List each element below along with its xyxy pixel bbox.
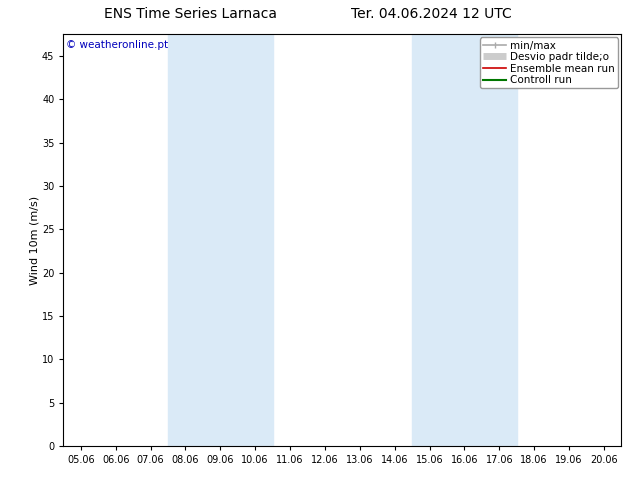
Text: © weatheronline.pt: © weatheronline.pt xyxy=(66,41,168,50)
Text: Ter. 04.06.2024 12 UTC: Ter. 04.06.2024 12 UTC xyxy=(351,7,512,22)
Legend: min/max, Desvio padr tilde;o, Ensemble mean run, Controll run: min/max, Desvio padr tilde;o, Ensemble m… xyxy=(480,37,618,88)
Bar xyxy=(168,34,273,446)
Bar xyxy=(412,34,517,446)
Y-axis label: Wind 10m (m/s): Wind 10m (m/s) xyxy=(29,196,39,285)
Text: ENS Time Series Larnaca: ENS Time Series Larnaca xyxy=(104,7,276,22)
